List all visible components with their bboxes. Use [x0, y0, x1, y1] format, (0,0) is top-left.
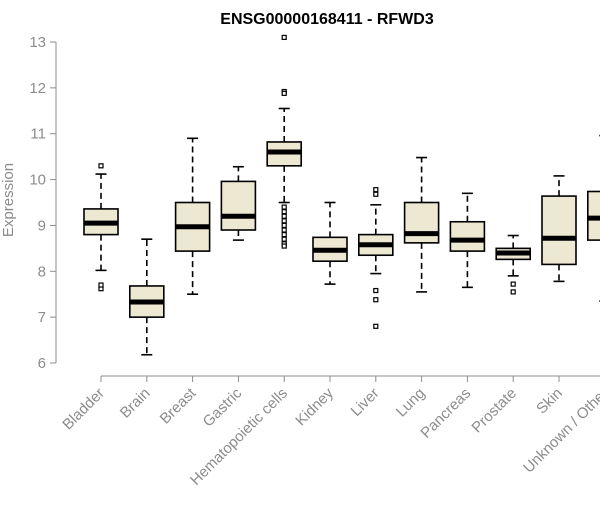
box-gastric: [220, 165, 257, 241]
y-tick-label: 8: [38, 263, 46, 280]
x-tick-label: Skin: [533, 385, 566, 418]
outlier-point: [98, 163, 104, 169]
box-kidney: [312, 201, 348, 285]
box-pancreas: [449, 192, 486, 289]
outlier-point: [281, 209, 287, 215]
y-tick-label: 10: [29, 172, 46, 189]
x-tick-label: Bladder: [59, 385, 108, 434]
iqr-box: [541, 195, 577, 266]
x-tick-label: Kidney: [292, 384, 337, 429]
outlier-point: [281, 218, 287, 224]
y-tick-label: 12: [29, 80, 46, 97]
outlier-point: [281, 243, 287, 249]
outlier-point: [510, 281, 516, 287]
box-breast: [174, 137, 211, 296]
outlier-point: [281, 227, 287, 233]
iqr-box: [220, 180, 257, 231]
box-bladder: [83, 163, 119, 292]
x-tick-label: Liver: [348, 385, 383, 420]
y-tick-label: 6: [38, 355, 46, 372]
outlier-point: [373, 191, 379, 197]
x-tick-label: Pancreas: [417, 385, 474, 442]
outlier-point: [373, 187, 379, 193]
x-tick-label: Brain: [117, 385, 154, 422]
outlier-point: [281, 34, 287, 41]
x-tick-label: Lung: [393, 385, 429, 421]
box-unknown-other: [586, 134, 600, 302]
box-lung: [403, 156, 440, 293]
outlier-point: [373, 297, 379, 303]
iqr-box: [449, 220, 486, 252]
outlier-point: [98, 282, 104, 288]
box-liver: [357, 187, 394, 329]
y-axis-label: Expression: [0, 163, 17, 237]
y-tick-label: 9: [38, 217, 46, 234]
box-prostate: [495, 234, 532, 295]
y-axis: 6 7 8 9 10 11 12 13: [29, 34, 57, 372]
box-hematopoietic-cells: [266, 34, 303, 249]
iqr-box: [403, 201, 440, 244]
outlier-point: [281, 90, 287, 96]
outlier-point: [281, 232, 287, 238]
y-tick-label: 7: [38, 309, 46, 326]
x-tick-label: Breast: [157, 384, 200, 427]
outlier-point: [373, 287, 379, 294]
outlier-point: [510, 289, 516, 295]
y-tick-label: 11: [30, 126, 46, 143]
outlier-point: [281, 222, 287, 229]
box-brain: [129, 238, 165, 356]
outlier-point: [373, 323, 379, 329]
box-skin: [541, 175, 577, 283]
chart-title: ENSG00000168411 - RFWD3: [220, 11, 434, 28]
outlier-point: [281, 236, 287, 242]
boxes-layer: [83, 34, 600, 356]
outlier-point: [281, 213, 287, 219]
y-tick-label: 13: [29, 34, 46, 51]
x-tick-label: Gastric: [200, 384, 246, 430]
x-tick-label: Prostate: [468, 385, 520, 437]
outlier-point: [281, 204, 287, 210]
